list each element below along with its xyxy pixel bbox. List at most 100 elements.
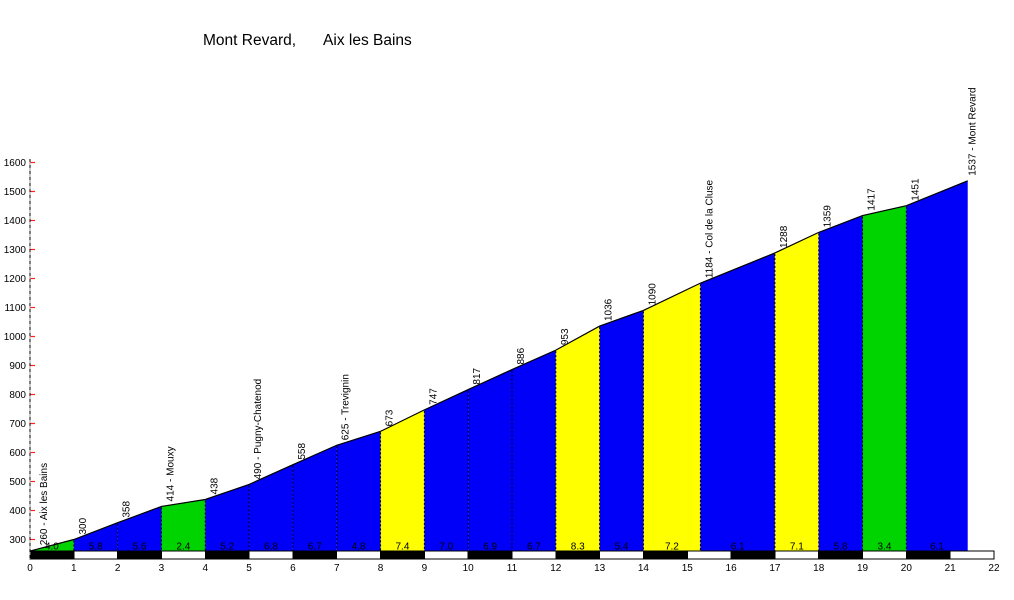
x-axis-tick-label: 9 xyxy=(422,563,428,574)
profile-area-segment xyxy=(424,389,469,552)
elevation-label: 673 xyxy=(385,409,396,426)
profile-area-segment xyxy=(555,326,600,552)
profile-area-segment xyxy=(774,232,819,552)
x-axis-tick-label: 13 xyxy=(594,563,606,574)
elevation-label: 625 - Trevignin xyxy=(341,374,352,440)
gradient-label: 5.2 xyxy=(220,542,234,553)
x-axis-tick-label: 6 xyxy=(290,563,296,574)
gradient-label: 6.7 xyxy=(527,542,541,553)
x-axis-tick-label: 1 xyxy=(71,563,77,574)
gradient-label: 7.4 xyxy=(395,542,409,553)
gradient-label: 7.1 xyxy=(790,542,804,553)
gradient-label: 6.7 xyxy=(308,542,322,553)
x-axis-tick-label: 14 xyxy=(638,563,650,574)
x-axis-tick-label: 2 xyxy=(115,563,121,574)
x-axis-tick-label: 21 xyxy=(945,563,957,574)
x-axis-tick-label: 8 xyxy=(378,563,384,574)
x-axis-tick-label: 17 xyxy=(769,563,781,574)
elevation-label: 1184 - Col de la Cluse xyxy=(704,179,715,278)
elevation-label: 358 xyxy=(122,501,133,518)
x-axis-tick-label: 0 xyxy=(27,563,33,574)
gradient-label: 5.6 xyxy=(133,542,147,553)
y-axis-tick-label: 300 xyxy=(9,535,26,546)
gradient-label: 2.4 xyxy=(176,542,190,553)
elevation-label: 414 - Mouxy xyxy=(165,446,176,501)
gradient-label: 4.0 xyxy=(45,542,59,553)
y-axis-tick-label: 500 xyxy=(9,477,26,488)
profile-area-segment xyxy=(906,180,968,552)
profile-area-segment xyxy=(511,350,556,552)
elevation-label: 1417 xyxy=(867,188,878,211)
x-axis-tick-label: 7 xyxy=(334,563,340,574)
profile-area-segment xyxy=(818,215,863,552)
elevation-label: 953 xyxy=(560,328,571,345)
x-axis-tick-label: 20 xyxy=(901,563,913,574)
km-bar-segment xyxy=(686,550,732,560)
gradient-label: 8.3 xyxy=(571,542,585,553)
gradient-label: 4.8 xyxy=(352,542,366,553)
chart-title-climb: Mont Revard, xyxy=(203,32,297,49)
gradient-label: 7.0 xyxy=(439,542,453,553)
gradient-label: 6.8 xyxy=(264,542,278,553)
y-axis-tick-label: 1400 xyxy=(4,216,27,227)
elevation-label: 490 - Pugny-Chatenod xyxy=(253,379,264,480)
profile-area-segment xyxy=(380,409,425,552)
x-axis-tick-label: 11 xyxy=(507,563,518,574)
elevation-label: 1090 xyxy=(647,283,658,306)
gradient-label: 6.1 xyxy=(930,542,944,553)
gradient-label: 7.2 xyxy=(665,542,679,553)
elevation-label: 886 xyxy=(516,347,527,364)
profile-area-segment xyxy=(336,431,381,552)
x-axis-tick-label: 4 xyxy=(202,563,208,574)
profile-area-segment xyxy=(292,445,337,552)
profile-area-segment xyxy=(117,506,162,552)
x-axis-tick-label: 22 xyxy=(988,563,1000,574)
elevation-label: 438 xyxy=(209,477,220,494)
profile-area-segment xyxy=(862,205,907,552)
elevation-label: 1451 xyxy=(910,178,921,201)
y-axis-tick-label: 1600 xyxy=(4,158,27,169)
gradient-label: 6.1 xyxy=(731,542,745,553)
profile-area-segment xyxy=(205,484,250,552)
elevation-label: 1537 - Mont Revard xyxy=(968,87,979,175)
gradient-label: 3.4 xyxy=(877,542,891,553)
elevation-label: 747 xyxy=(428,388,439,405)
profile-area-segment xyxy=(161,499,206,552)
km-bar-segment xyxy=(949,550,995,560)
y-axis-tick-label: 800 xyxy=(9,390,26,401)
profile-area-segment xyxy=(73,522,118,552)
x-axis-tick-label: 15 xyxy=(682,563,694,574)
elevation-label: 300 xyxy=(78,517,89,534)
y-axis-tick-label: 1200 xyxy=(4,274,27,285)
start-elevation-label: 260 - Aix les Bains xyxy=(39,463,50,545)
chart-title: Mont Revard, Aix les Bains xyxy=(203,32,412,50)
elevation-label: 817 xyxy=(472,367,483,384)
y-axis-tick-label: 700 xyxy=(9,419,26,430)
y-axis-tick-label: 400 xyxy=(9,506,26,517)
elevation-label: 1359 xyxy=(823,205,834,228)
elevation-label: 558 xyxy=(297,443,308,460)
elevation-label: 1036 xyxy=(604,298,615,321)
x-axis-tick-label: 16 xyxy=(726,563,738,574)
x-axis-tick-label: 10 xyxy=(463,563,475,574)
elevation-label: 1288 xyxy=(779,225,790,248)
y-axis-tick-label: 600 xyxy=(9,448,26,459)
y-axis-tick-label: 1100 xyxy=(4,303,26,314)
y-axis-tick-label: 1300 xyxy=(4,245,27,256)
gradient-label: 5.8 xyxy=(834,542,848,553)
x-axis-tick-label: 19 xyxy=(857,563,869,574)
gradient-label: 6.9 xyxy=(483,542,497,553)
x-axis-tick-label: 12 xyxy=(550,563,562,574)
profile-area-segment xyxy=(249,464,293,552)
y-axis-tick-label: 900 xyxy=(9,361,26,372)
x-axis-tick-label: 18 xyxy=(813,563,825,574)
gradient-label: 5.4 xyxy=(615,542,629,553)
x-axis-tick-label: 5 xyxy=(246,563,252,574)
profile-area-segment xyxy=(599,310,644,552)
profile-area-segment xyxy=(468,369,512,552)
y-axis-tick-label: 1000 xyxy=(4,332,27,343)
x-axis-tick-label: 3 xyxy=(159,563,165,574)
profile-outline xyxy=(29,180,968,552)
